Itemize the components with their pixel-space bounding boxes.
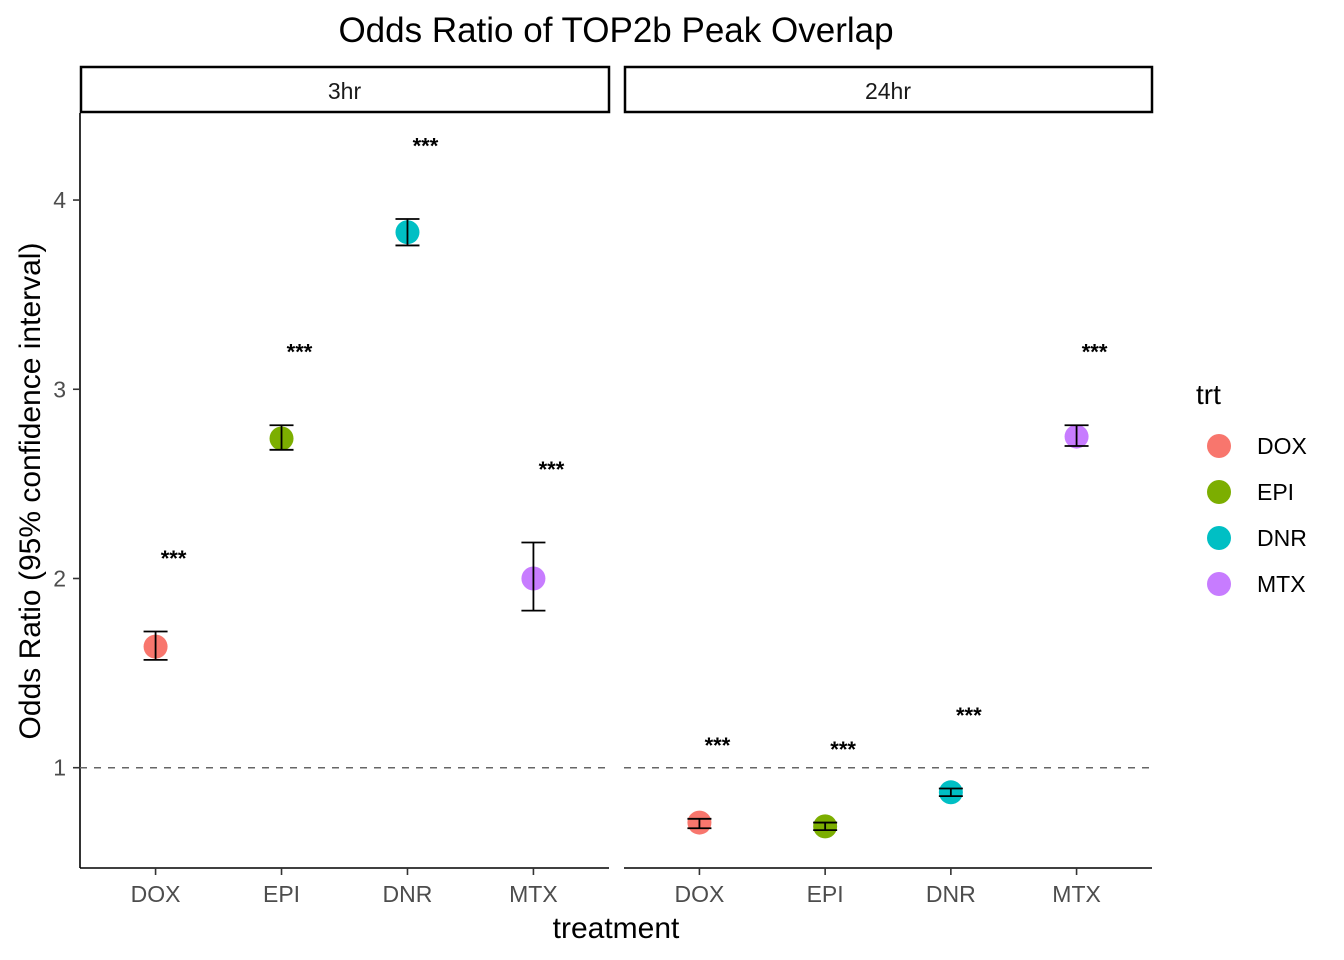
legend-key	[1207, 526, 1231, 550]
data-point-24hr-MTX: ***	[1064, 340, 1108, 449]
data-point-3hr-MTX: ***	[521, 457, 565, 612]
facet-strip	[623, 65, 1154, 114]
legend-key	[1207, 572, 1231, 596]
y-tick-label: 4	[53, 187, 66, 213]
data-point-3hr-DNR: ***	[395, 133, 439, 247]
facet-panel-24hr: 24hr DOX EPI DNR MTX *** *** *** ***	[623, 65, 1154, 907]
significance-label: ***	[287, 340, 313, 365]
y-tick-label: 1	[53, 755, 66, 781]
chart-title: Odds Ratio of TOP2b Peak Overlap	[338, 11, 893, 50]
facet-panel-3hr: 3hr DOX EPI DNR MTX *** *** *** ***	[79, 65, 611, 907]
legend-key	[1207, 480, 1231, 504]
legend-key	[1207, 434, 1231, 458]
y-axis: 1 2 3 4	[53, 187, 80, 781]
y-tick-label: 3	[53, 376, 66, 402]
legend-label: DNR	[1257, 525, 1307, 551]
significance-label: ***	[705, 733, 731, 758]
legend-label: EPI	[1257, 479, 1294, 505]
legend-entry-DNR: DNR	[1207, 525, 1307, 551]
legend-entry-DOX: DOX	[1207, 433, 1307, 459]
significance-label: ***	[1082, 340, 1108, 365]
significance-label: ***	[161, 546, 187, 571]
data-point-24hr-DNR: ***	[938, 703, 982, 805]
significance-label: ***	[539, 457, 565, 482]
x-tick-label: DOX	[131, 881, 181, 907]
data-point-24hr-EPI: ***	[813, 737, 856, 839]
legend-title: trt	[1196, 379, 1221, 410]
x-tick-label: EPI	[807, 881, 844, 907]
x-tick-label: MTX	[509, 881, 558, 907]
x-tick-label: DOX	[675, 881, 725, 907]
data-point-3hr-EPI: ***	[269, 340, 313, 451]
facet-strip	[79, 65, 611, 114]
legend-entry-EPI: EPI	[1207, 479, 1294, 505]
legend-label: DOX	[1257, 433, 1307, 459]
x-axis-title: treatment	[553, 912, 680, 945]
x-tick-label: DNR	[926, 881, 976, 907]
legend-entry-MTX: MTX	[1207, 571, 1306, 597]
y-tick-label: 2	[53, 565, 66, 591]
legend-label: MTX	[1257, 571, 1306, 597]
y-axis-title: Odds Ratio (95% confidence interval)	[14, 243, 47, 740]
significance-label: ***	[413, 133, 439, 158]
x-tick-label: DNR	[383, 881, 433, 907]
x-tick-label: MTX	[1052, 881, 1101, 907]
significance-label: ***	[956, 703, 982, 728]
significance-label: ***	[830, 737, 856, 762]
facet-panels: 3hr DOX EPI DNR MTX *** *** *** *** 24hr DOX EPI DNR…	[79, 65, 1154, 907]
legend: trt DOX EPI DNR MTX	[1196, 379, 1307, 597]
data-point-24hr-DOX: ***	[687, 733, 731, 835]
facet-strip-label: 3hr	[328, 78, 362, 104]
x-tick-label: EPI	[263, 881, 300, 907]
data-point-3hr-DOX: ***	[143, 546, 187, 661]
facet-strip-label: 24hr	[865, 78, 911, 104]
